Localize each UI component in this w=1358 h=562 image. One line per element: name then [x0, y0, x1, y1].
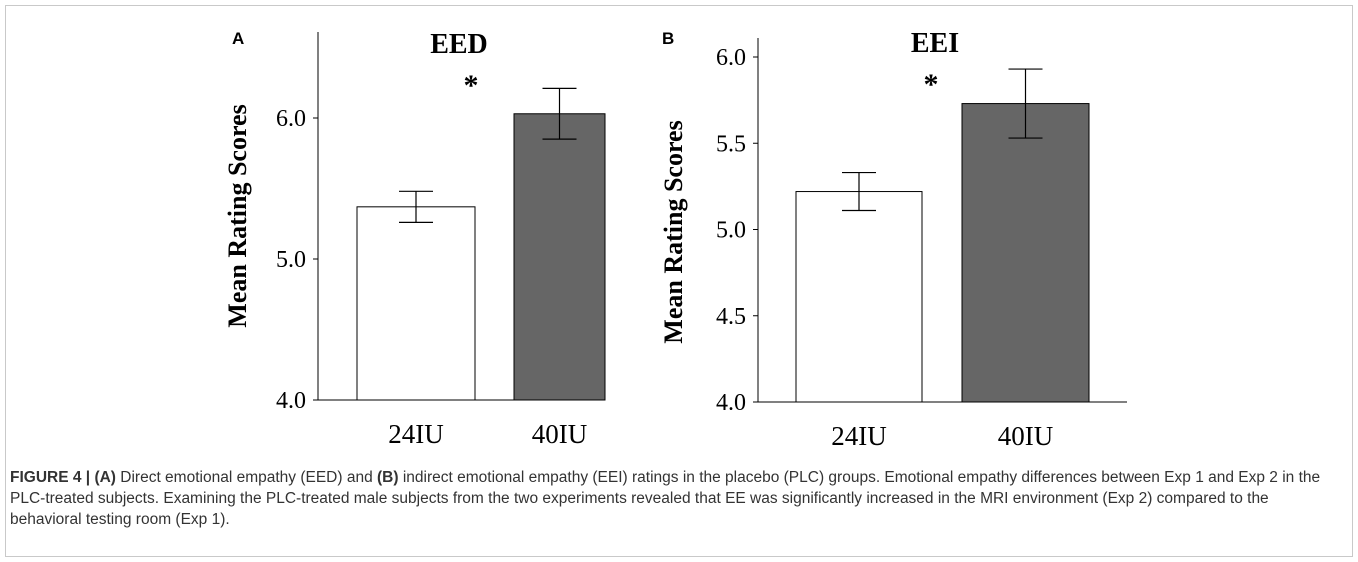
figure-frame: [5, 5, 1353, 557]
y-tick-label: 6.0: [716, 45, 746, 71]
y-tick-label: 5.0: [276, 247, 306, 273]
significance-marker: *: [924, 68, 939, 101]
bar-40IU: [961, 103, 1090, 403]
charts-svg: 4.0 5.0 6.0 24IU 40IU A EED * Mean Rating Scores…: [223, 28, 1127, 451]
y-tick-label: 4.5: [716, 304, 746, 330]
y-tick-label: 6.0: [276, 106, 306, 132]
significance-marker: *: [464, 69, 479, 102]
x-tick-label: 24IU: [831, 421, 887, 451]
y-tick-label: 5.5: [716, 131, 746, 157]
chart-title: EEI: [911, 28, 959, 59]
chart-title: EED: [430, 29, 488, 60]
x-tick-label: 40IU: [532, 419, 588, 449]
figure-caption: FIGURE 4 | (A) Direct emotional empathy …: [10, 467, 1340, 530]
caption-figure-label: FIGURE 4 |: [10, 469, 95, 486]
panel-label: B: [662, 29, 674, 48]
y-axis-label: Mean Rating Scores: [659, 120, 688, 343]
caption-label-a: (A): [94, 469, 116, 486]
y-tick-label: 4.0: [276, 388, 306, 414]
x-tick-label: 24IU: [388, 419, 444, 449]
x-tick-label: 40IU: [998, 421, 1054, 451]
y-axis-label: Mean Rating Scores: [223, 104, 252, 327]
panel-label: A: [232, 29, 244, 48]
caption-text-b: indirect emotional empathy (EEI) ratings…: [10, 469, 1321, 528]
bar-24IU: [795, 191, 923, 403]
bar-40IU: [513, 113, 606, 401]
bar-24IU: [356, 206, 476, 401]
y-tick-label: 5.0: [716, 218, 746, 244]
caption-label-b: (B): [377, 469, 399, 486]
caption-text-a: Direct emotional empathy (EED) and: [115, 469, 377, 486]
y-tick-label: 4.0: [716, 390, 746, 416]
